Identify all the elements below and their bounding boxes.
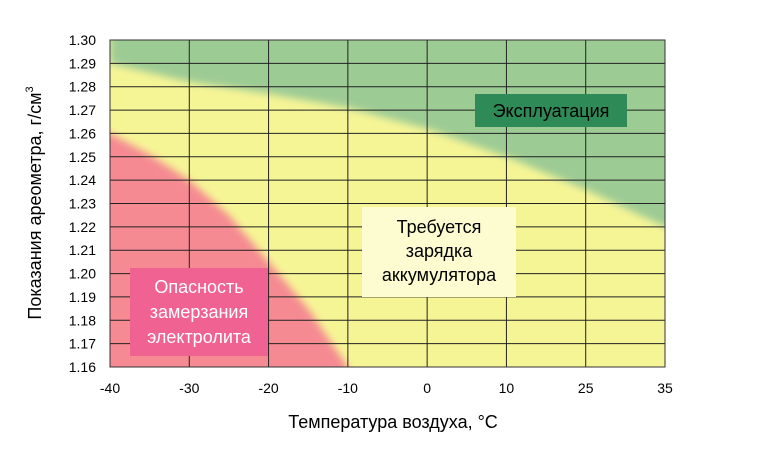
y-tick-label: 1.19 [69, 289, 96, 305]
freeze-label-line-3: электролита [147, 327, 252, 347]
y-tick-label: 1.23 [69, 196, 96, 212]
operation-label: Эксплуатация [475, 94, 627, 127]
y-axis-title-text: Показания ареометра, г/см3 [24, 86, 45, 319]
x-tick-label: -30 [179, 380, 199, 396]
x-axis-ticks: -40 -30 -20 -10 0 10 25 35 [100, 380, 673, 396]
x-tick-label: 25 [578, 380, 594, 396]
y-tick-label: 1.26 [69, 125, 96, 141]
y-tick-label: 1.29 [69, 55, 96, 71]
charge-label-line-1: Требуется [397, 217, 482, 237]
y-tick-label: 1.24 [69, 172, 96, 188]
operation-label-text: Эксплуатация [493, 101, 610, 121]
y-tick-label: 1.20 [69, 266, 96, 282]
y-tick-label: 1.18 [69, 312, 96, 328]
y-axis-ticks: 1.30 1.29 1.28 1.27 1.26 1.25 1.24 1.23 1.22 1.21… [69, 32, 96, 375]
charge-label-line-3: аккумулятора [382, 265, 497, 285]
y-tick-label: 1.21 [69, 242, 96, 258]
x-tick-label: -40 [100, 380, 120, 396]
plot-frame [109, 39, 666, 368]
y-tick-label: 1.28 [69, 79, 96, 95]
y-axis-title-superscript: 3 [24, 86, 36, 92]
y-tick-label: 1.22 [69, 219, 96, 235]
freeze-label-box [130, 268, 268, 356]
x-tick-label: -20 [258, 380, 278, 396]
x-axis-title: Температура воздуха, °C [288, 412, 498, 432]
y-tick-label: 1.16 [69, 359, 96, 375]
freeze-label: Опасность замерзания электролита [130, 268, 268, 356]
y-tick-label: 1.30 [69, 32, 96, 48]
freeze-label-line-2: замерзания [150, 302, 248, 322]
charge-label: Требуется зарядка аккумулятора [362, 207, 516, 297]
x-tick-label: 10 [499, 380, 515, 396]
y-axis-title-main: Показания ареометра, г/см [25, 93, 45, 320]
x-tick-label: 0 [423, 380, 431, 396]
x-tick-label: 35 [657, 380, 673, 396]
charge-label-box [362, 207, 516, 297]
charge-label-line-2: зарядка [406, 241, 474, 261]
y-tick-label: 1.27 [69, 102, 96, 118]
y-tick-label: 1.25 [69, 149, 96, 165]
operation-label-box [475, 94, 627, 127]
x-tick-label: -10 [338, 380, 358, 396]
y-tick-label: 1.17 [69, 336, 96, 352]
freeze-label-line-1: Опасность [154, 277, 243, 297]
y-axis-title: Показания ареометра, г/см3 [24, 86, 45, 319]
